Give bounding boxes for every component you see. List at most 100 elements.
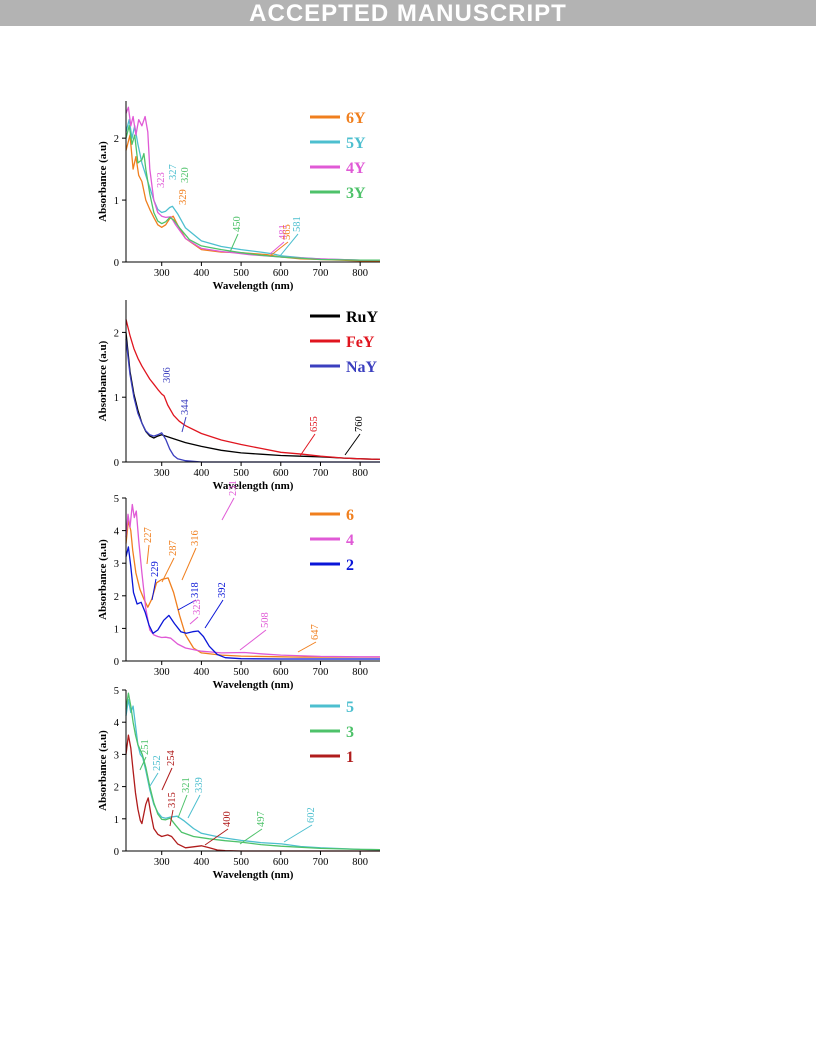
x-axis-label: Wavelength (nm) — [213, 280, 294, 292]
annotation-label: 339 — [194, 777, 205, 793]
series-line-6 — [125, 520, 380, 658]
annotation-leader — [344, 433, 361, 456]
legend-label-6Y: 6Y — [346, 110, 366, 127]
x-tick-label: 800 — [352, 468, 368, 479]
y-axis-label: Absorbance (a.u) — [97, 141, 109, 222]
y-axis-label: Absorbance (a.u) — [97, 730, 109, 811]
x-tick-label: 400 — [194, 268, 210, 279]
annotation-leader — [177, 794, 188, 819]
annotation-label: 318 — [190, 582, 201, 598]
x-tick-label: 700 — [313, 667, 329, 678]
chart-panel-1: 300 400 500 600 700 800 0 1 2 Wavelength (nm) Abso… — [97, 101, 380, 292]
annotation-leader — [204, 599, 224, 629]
series-line-5Y — [125, 118, 380, 261]
legend-label-5Y: 5Y — [346, 135, 366, 152]
annotation-label: 327 — [168, 164, 179, 180]
annotation-label: 602 — [306, 807, 317, 823]
chart-panel-2: 300 400 500 600 700 800 0 1 2 Wavelength (nm) Abso… — [97, 300, 381, 492]
y-tick-label: 2 — [114, 328, 119, 339]
annotation-label: 320 — [180, 167, 191, 183]
annotation-label: 344 — [180, 399, 191, 416]
annotation-leader — [189, 616, 199, 625]
annotation-leader — [169, 809, 174, 827]
x-tick-label: 600 — [273, 268, 289, 279]
y-tick-label: 3 — [114, 559, 119, 570]
legend-label-RuY: RuY — [346, 309, 378, 326]
annotation-leader — [269, 241, 289, 257]
annotation-label: 392 — [217, 582, 228, 598]
annotation-label: 229 — [150, 561, 161, 577]
annotation-label: 306 — [162, 367, 173, 383]
x-axis-label: Wavelength (nm) — [213, 480, 294, 492]
legend-label-4Y: 4Y — [346, 160, 366, 177]
series-line-3Y — [125, 125, 380, 261]
x-tick-label: 600 — [273, 857, 289, 868]
annotation-leader — [181, 547, 197, 581]
annotation-leader — [161, 557, 175, 583]
y-tick-label: 4 — [114, 718, 120, 729]
annotation-label: 565 — [282, 224, 293, 240]
y-tick-label: 1 — [114, 815, 119, 826]
annotation-leader — [299, 433, 316, 457]
x-tick-label: 400 — [194, 857, 210, 868]
annotation-label: 400 — [222, 811, 233, 827]
y-tick-label: 1 — [114, 393, 119, 404]
annotation-label: 655 — [309, 416, 320, 432]
x-tick-label: 800 — [352, 268, 368, 279]
x-tick-label: 700 — [313, 468, 329, 479]
legend-label-5: 5 — [346, 699, 354, 716]
annotation-label: 481 — [278, 224, 289, 240]
annotation-leader — [229, 233, 239, 253]
annotation-leader — [146, 544, 150, 565]
annotation-leader — [149, 772, 159, 787]
annotation-label: 231 — [228, 480, 239, 496]
x-tick-label: 600 — [273, 667, 289, 678]
series-line-NaY — [125, 338, 380, 463]
x-tick-label: 500 — [233, 468, 249, 479]
y-tick-label: 4 — [114, 527, 120, 538]
annotation-leader — [187, 794, 201, 819]
legend-label-NaY: NaY — [346, 359, 378, 376]
y-tick-label: 3 — [114, 750, 119, 761]
series-line-5 — [125, 699, 381, 851]
annotation-leader — [151, 578, 157, 601]
series-line-4Y — [125, 106, 380, 261]
annotation-leader — [269, 241, 285, 255]
annotation-label: 251 — [140, 739, 151, 755]
legend-label-4: 4 — [346, 532, 354, 549]
y-tick-label: 0 — [114, 657, 119, 668]
x-tick-label: 300 — [154, 468, 170, 479]
y-tick-label: 1 — [114, 624, 119, 635]
y-tick-label: 2 — [114, 592, 119, 603]
y-axis-label: Absorbance (a.u) — [97, 539, 109, 620]
x-tick-label: 300 — [154, 857, 170, 868]
x-tick-label: 300 — [154, 667, 170, 678]
annotation-leader — [177, 599, 197, 611]
annotation-leader — [239, 629, 267, 651]
x-tick-label: 800 — [352, 857, 368, 868]
annotation-leader — [297, 641, 317, 653]
legend-label-2: 2 — [346, 557, 354, 574]
annotation-label: 647 — [310, 624, 321, 640]
y-tick-label: 2 — [114, 783, 119, 794]
annotation-label: 323 — [192, 599, 203, 615]
x-tick-label: 400 — [194, 667, 210, 678]
annotation-label: 497 — [256, 811, 267, 827]
x-tick-label: 600 — [273, 468, 289, 479]
annotation-label: 227 — [143, 527, 154, 543]
series-line-3 — [125, 692, 381, 851]
legend-label-1: 1 — [346, 749, 354, 766]
annotation-leader — [283, 824, 313, 843]
x-tick-label: 300 — [154, 268, 170, 279]
series-line-2 — [125, 546, 380, 660]
annotation-label: 760 — [354, 416, 365, 432]
banner-text: ACCEPTED MANUSCRIPT — [249, 0, 567, 27]
x-tick-label: 400 — [194, 468, 210, 479]
x-axis-label: Wavelength (nm) — [213, 869, 294, 881]
annotation-label: 329 — [178, 189, 189, 205]
x-tick-label: 700 — [313, 268, 329, 279]
x-tick-label: 500 — [233, 667, 249, 678]
annotation-leader — [181, 416, 187, 433]
chart-panel-4: 300 400 500 600 700 800 0 1 2 3 4 5 Wavelength (nm) A… — [97, 686, 381, 881]
